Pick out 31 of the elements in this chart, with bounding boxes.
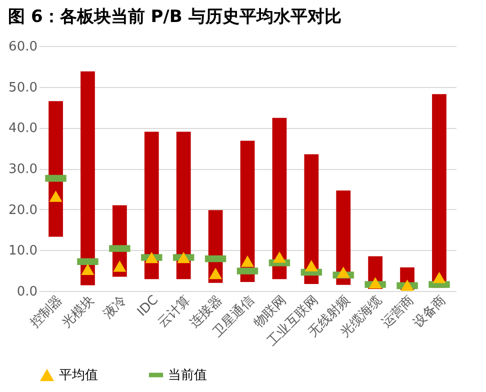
- bar: [240, 140, 255, 282]
- point: [81, 264, 94, 276]
- point: [272, 251, 286, 263]
- point: [432, 272, 446, 284]
- legend-label: 平均值: [59, 368, 98, 383]
- y-tick-label: 60.0: [8, 40, 38, 54]
- point: [209, 268, 222, 280]
- bar: [80, 71, 95, 286]
- bar: [144, 132, 159, 280]
- bar: [304, 154, 319, 284]
- y-tick-label: 10.0: [8, 244, 38, 259]
- point: [177, 252, 190, 264]
- legend-label: 当前值: [168, 368, 207, 383]
- y-tick-label: 40.0: [8, 121, 38, 136]
- bar: [48, 101, 63, 237]
- point: [336, 266, 350, 278]
- point: [368, 277, 382, 288]
- x-tick-label: 液冷: [100, 292, 130, 322]
- y-tick-label: 50.0: [8, 80, 38, 96]
- bar: [176, 132, 191, 280]
- y-tick-label: 30.0: [8, 162, 38, 177]
- bar: [272, 118, 287, 280]
- point: [145, 252, 158, 264]
- y-tick-label: 20.0: [8, 202, 38, 218]
- y-tick-label: 0.0: [16, 284, 38, 300]
- bar: [336, 190, 351, 285]
- chart-title: 图 6：各板块当前 P/B 与历史平均水平对比: [8, 7, 342, 27]
- point: [49, 190, 62, 202]
- point: [304, 260, 318, 272]
- point: [113, 260, 126, 272]
- point: [240, 256, 254, 267]
